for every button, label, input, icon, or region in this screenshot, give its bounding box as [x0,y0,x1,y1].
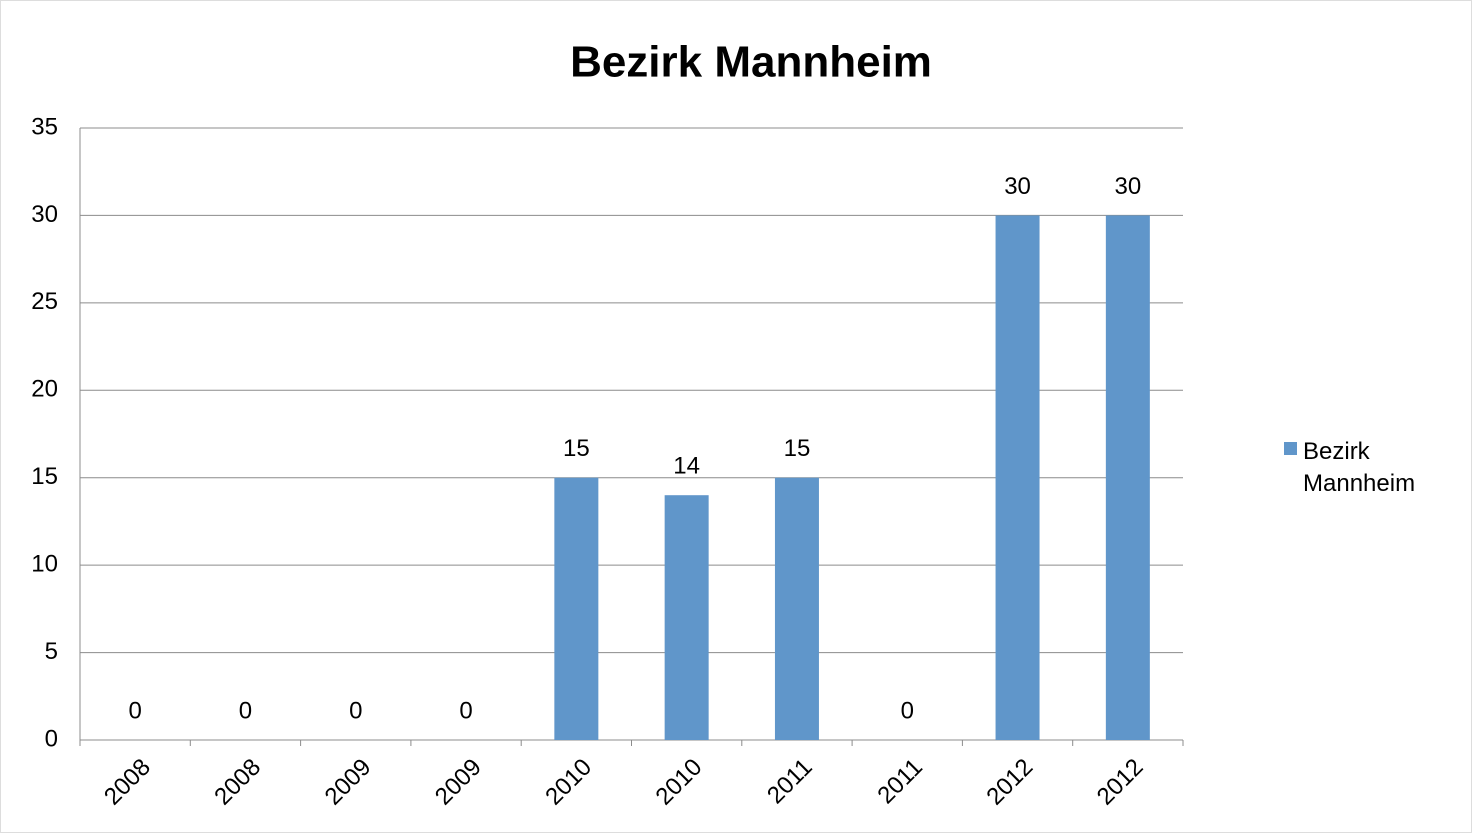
y-tick-label: 25 [31,288,58,315]
chart-title: Bezirk Mannheim [570,38,932,87]
data-label: 0 [239,697,252,724]
legend-label: Bezirk Mannheim [1303,438,1416,497]
bar [1105,215,1150,740]
y-tick-label: 20 [31,376,58,403]
bar [554,477,599,740]
data-label: 15 [563,435,590,462]
data-label: 30 [1114,173,1141,200]
data-label: 14 [673,453,700,480]
data-label: 0 [128,697,141,724]
data-label: 30 [1004,173,1031,200]
y-tick-label: 15 [31,463,58,490]
bar [664,495,709,740]
y-tick-label: 0 [45,725,58,752]
y-tick-label: 10 [31,550,58,577]
y-tick-label: 30 [31,201,58,228]
legend-swatch [1284,442,1297,455]
data-label: 15 [784,435,811,462]
y-tick-label: 35 [31,113,58,140]
data-label: 0 [349,697,362,724]
bar [995,215,1040,740]
bar [774,477,819,740]
data-label: 0 [459,697,472,724]
y-tick-label: 5 [45,638,58,665]
data-label: 0 [901,697,914,724]
